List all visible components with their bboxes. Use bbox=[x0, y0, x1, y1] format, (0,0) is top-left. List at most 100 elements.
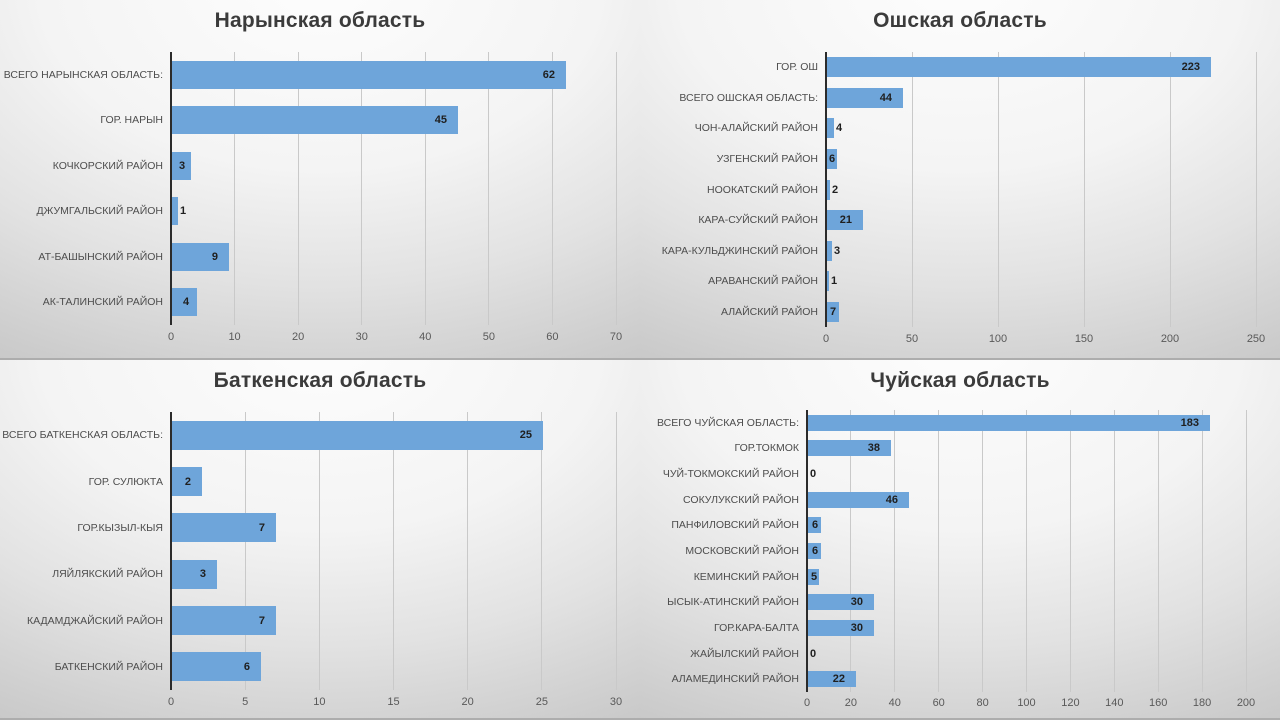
x-axis-tick-label: 10 bbox=[313, 696, 326, 708]
x-axis-tick-label: 70 bbox=[609, 331, 623, 343]
gridline bbox=[234, 52, 236, 325]
x-axis-tick-label: 20 bbox=[461, 696, 474, 708]
category-label: ЧУЙ-ТОКМОКСКИЙ РАЙОН bbox=[662, 468, 799, 481]
gridline bbox=[615, 412, 617, 690]
gridline bbox=[1083, 52, 1085, 327]
bar-value-label: 3 bbox=[199, 568, 206, 580]
x-axis-tick-label: 200 bbox=[1160, 333, 1180, 345]
category-label: ПАНФИЛОВСКИЙ РАЙОН bbox=[671, 519, 799, 532]
bar-value-label: 2 bbox=[832, 184, 839, 196]
bar-value-label: 6 bbox=[811, 545, 819, 557]
bar-value-label: 7 bbox=[258, 615, 265, 627]
bar bbox=[172, 243, 229, 271]
gridline bbox=[1169, 52, 1171, 327]
gridline bbox=[982, 410, 984, 692]
bar bbox=[808, 517, 821, 533]
category-label: ВСЕГО ОШСКАЯ ОБЛАСТЬ: bbox=[679, 91, 818, 104]
category-label: АК-ТАЛИНСКИЙ РАЙОН bbox=[42, 296, 163, 309]
bar-value-label: 183 bbox=[1180, 417, 1199, 429]
category-label: КОЧКОРСКИЙ РАЙОН bbox=[52, 159, 163, 172]
gridline bbox=[297, 52, 299, 325]
x-axis-tick-label: 180 bbox=[1192, 697, 1212, 709]
bar-value-label: 7 bbox=[258, 522, 265, 534]
bar-value-label: 30 bbox=[850, 622, 863, 634]
bar-value-label: 22 bbox=[832, 673, 845, 685]
x-axis-tick-label: 30 bbox=[355, 331, 368, 343]
gridline bbox=[894, 410, 896, 692]
bar-value-label: 45 bbox=[434, 114, 447, 126]
gridline bbox=[488, 52, 490, 325]
gridline bbox=[615, 52, 617, 325]
chart-panel-chuyskaya-oblast: Чуйская область 0 20 40 60 80 100 120 140 160 180… bbox=[640, 360, 1280, 720]
category-label: ГОР.КЫЗЫЛ-КЫЯ bbox=[77, 521, 163, 534]
bar bbox=[172, 560, 217, 589]
bar bbox=[827, 57, 1211, 77]
bar bbox=[827, 210, 863, 230]
bar-value-label: 38 bbox=[867, 442, 880, 454]
category-label: ГОР.КАРА-БАЛТА bbox=[714, 621, 799, 634]
category-label: ЧОН-АЛАЙСКИЙ РАЙОН bbox=[694, 122, 818, 135]
bar bbox=[808, 620, 874, 636]
gridline bbox=[1201, 410, 1203, 692]
y-axis-line bbox=[170, 412, 172, 690]
chart-title-batken: Баткенская область bbox=[213, 369, 427, 392]
x-axis-tick-label: 10 bbox=[228, 331, 241, 343]
bar-value-label: 0 bbox=[810, 648, 817, 660]
plot-area-chuy: 0 20 40 60 80 100 120 140 160 180 200 ВСЕГО ЧУЙСКАЯ… bbox=[640, 360, 1280, 718]
bar bbox=[827, 149, 837, 169]
x-axis-tick-label: 50 bbox=[905, 333, 919, 345]
bar-value-label: 5 bbox=[810, 571, 818, 583]
bar bbox=[172, 152, 191, 180]
x-axis-tick-label: 0 bbox=[167, 331, 175, 343]
bar bbox=[172, 197, 178, 225]
category-label: КЕМИНСКИЙ РАЙОН bbox=[693, 570, 799, 583]
chart-panel-narynskaya-oblast: Нарынская область 0 10 20 30 40 50 60 70 ВСЕГО Н… bbox=[0, 0, 640, 360]
bar-value-label: 4 bbox=[836, 122, 843, 134]
x-axis-tick-label: 40 bbox=[419, 331, 432, 343]
bar-value-label: 21 bbox=[839, 214, 852, 226]
category-label: КАРА-КУЛЬДЖИНСКИЙ РАЙОН bbox=[661, 244, 818, 257]
gridline bbox=[911, 52, 913, 327]
x-axis-tick-label: 80 bbox=[976, 697, 989, 709]
bar bbox=[808, 440, 891, 456]
bar bbox=[172, 61, 566, 89]
plot-area-naryn: 0 10 20 30 40 50 60 70 ВСЕГО НАРЫНСКАЯ ОБЛАСТЬ: 6… bbox=[0, 0, 640, 358]
bar bbox=[827, 241, 832, 261]
bar bbox=[827, 302, 839, 322]
x-axis-tick-label: 100 bbox=[988, 333, 1008, 345]
bar bbox=[172, 467, 202, 496]
x-axis-tick-label: 50 bbox=[482, 331, 495, 343]
gridline bbox=[1245, 410, 1247, 692]
category-label: ВСЕГО НАРЫНСКАЯ ОБЛАСТЬ: bbox=[3, 68, 163, 81]
bar-value-label: 4 bbox=[182, 296, 190, 308]
category-label: АРАВАНСКИЙ РАЙОН bbox=[708, 275, 818, 288]
bar bbox=[808, 492, 909, 508]
plot-area-osh: 0 50 100 150 200 250 ГОР. ОШ 223 ВСЕГО ОШСКАЯ ОБ… bbox=[640, 0, 1280, 358]
bar-value-label: 0 bbox=[810, 468, 817, 480]
category-label: АТ-БАШЫНСКИЙ РАЙОН bbox=[38, 250, 163, 263]
bar-value-label: 9 bbox=[211, 251, 218, 263]
x-axis-tick-label: 160 bbox=[1149, 697, 1168, 709]
gridline bbox=[393, 412, 394, 690]
bar bbox=[808, 594, 874, 610]
bar-value-label: 223 bbox=[1181, 61, 1200, 73]
bar bbox=[827, 271, 829, 291]
chart-panel-batkenskaya-oblast: Баткенская область 0 5 10 15 20 25 30 ВСЕГО БАТ… bbox=[0, 360, 640, 720]
category-label: ГОР. НАРЫН bbox=[100, 114, 163, 127]
category-label: КАРА-СУЙСКИЙ РАЙОН bbox=[698, 214, 818, 227]
bar-value-label: 2 bbox=[184, 476, 191, 488]
category-label: СОКУЛУКСКИЙ РАЙОН bbox=[683, 493, 799, 506]
x-axis-tick-label: 250 bbox=[1246, 333, 1266, 345]
gridline bbox=[938, 410, 940, 692]
bar bbox=[827, 180, 830, 200]
bar-value-label: 30 bbox=[850, 596, 863, 608]
chart-panel-oshskaya-oblast: Ошская область 0 50 100 150 200 250 ГОР. ОШ 223… bbox=[640, 0, 1280, 360]
bar-value-label: 6 bbox=[243, 661, 250, 673]
x-axis-tick-label: 30 bbox=[609, 696, 623, 708]
bar-value-label: 62 bbox=[542, 69, 555, 81]
category-label: АЛАЙСКИЙ РАЙОН bbox=[721, 305, 818, 318]
gridline bbox=[1255, 52, 1257, 327]
category-label: БАТКЕНСКИЙ РАЙОН bbox=[54, 660, 163, 673]
y-axis-line bbox=[170, 52, 172, 325]
